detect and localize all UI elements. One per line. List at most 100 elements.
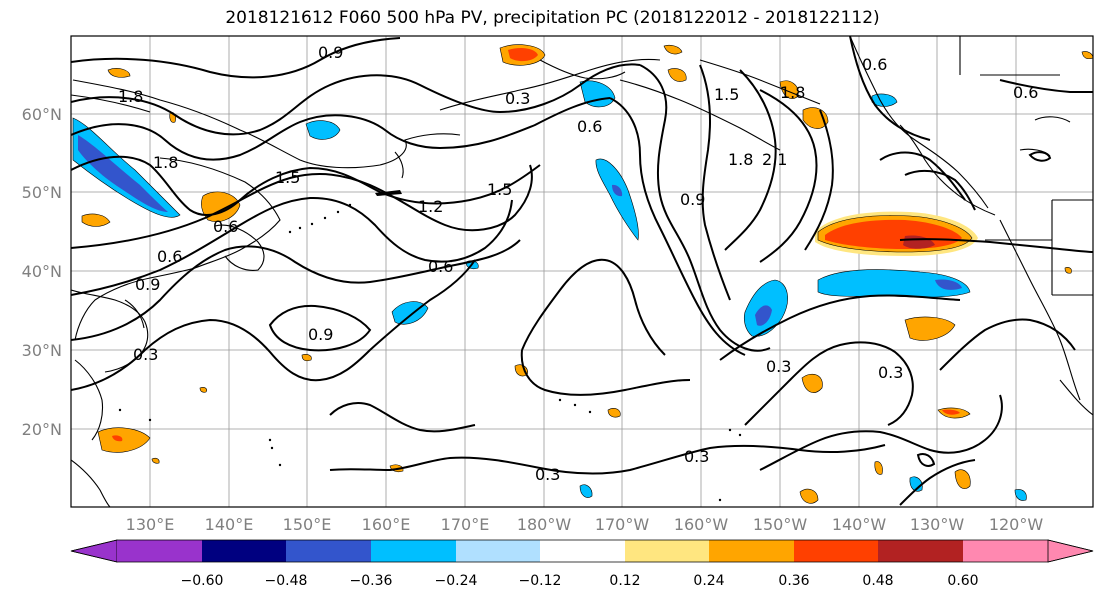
pos-precip-region bbox=[151, 457, 160, 464]
pos-precip-region bbox=[801, 373, 823, 393]
island-dots bbox=[118, 190, 742, 502]
colorbar-ticks: −0.60 −0.48 −0.36 −0.24 −0.12 0.12 0.24 … bbox=[181, 573, 979, 589]
colorbar-tick-label: −0.24 bbox=[435, 573, 478, 589]
contour-label: 0.9 bbox=[308, 325, 333, 344]
contour-label: 0.3 bbox=[133, 345, 158, 364]
neg-precip-region bbox=[579, 484, 593, 498]
colorbar-swatch bbox=[117, 540, 202, 562]
colorbar-tick-label: −0.36 bbox=[350, 573, 393, 589]
contour-label: 0.6 bbox=[428, 257, 453, 276]
contour-label: 0.3 bbox=[535, 465, 560, 484]
pos-precip-region bbox=[802, 107, 829, 129]
neg-precip-region bbox=[612, 184, 623, 197]
colorbar-swatch bbox=[878, 540, 963, 562]
lon-tick-label: 180°W bbox=[517, 515, 572, 534]
contour-label: 1.5 bbox=[487, 180, 512, 199]
contour-label: 0.9 bbox=[318, 43, 343, 62]
lon-tick-label: 150°W bbox=[753, 515, 808, 534]
lon-tick-label: 170°W bbox=[595, 515, 650, 534]
contour-label: 1.5 bbox=[714, 85, 739, 104]
colorbar-swatch bbox=[371, 540, 456, 562]
lon-tick-label: 140°W bbox=[832, 515, 887, 534]
lon-tick-label: 160°E bbox=[362, 515, 411, 534]
pos-precip-region bbox=[799, 488, 819, 504]
contour-label: 1.8 bbox=[780, 83, 805, 102]
colorbar-swatch bbox=[625, 540, 709, 562]
lat-tick-label: 50°N bbox=[22, 183, 62, 202]
pos-precip-region bbox=[81, 213, 111, 227]
pos-precip-region bbox=[1064, 267, 1072, 274]
pos-precip-region bbox=[301, 354, 312, 362]
coastlines bbox=[71, 36, 1093, 507]
contour-label: 0.9 bbox=[680, 190, 705, 209]
pos-precip-region bbox=[1081, 51, 1093, 60]
contour-label: 0.6 bbox=[862, 55, 887, 74]
contour-label: 0.6 bbox=[157, 247, 182, 266]
pos-precip-region bbox=[779, 80, 799, 99]
lat-tick-label: 60°N bbox=[22, 105, 62, 124]
contour-label: 1.8 bbox=[118, 87, 143, 106]
lon-tick-label: 120°W bbox=[989, 515, 1044, 534]
neg-precip-region bbox=[78, 135, 168, 212]
colorbar-tick-label: −0.48 bbox=[265, 573, 308, 589]
contour-label: 0.3 bbox=[878, 363, 903, 382]
lon-axis: 130°E 140°E 150°E 160°E 170°E 180°W 170°… bbox=[126, 515, 1044, 534]
contour-label: 0.9 bbox=[135, 275, 160, 294]
pos-precip-region bbox=[97, 427, 151, 453]
pos-precip-region bbox=[112, 435, 123, 442]
contour-label: 1.8 bbox=[153, 153, 178, 172]
contour-label: 0.6 bbox=[577, 117, 602, 136]
pv-contours bbox=[71, 36, 1093, 506]
pos-precip-region bbox=[199, 387, 207, 393]
neg-precip-region bbox=[579, 80, 616, 108]
lon-tick-label: 130°E bbox=[126, 515, 175, 534]
neg-precip-region bbox=[1014, 489, 1027, 501]
map-frame bbox=[70, 35, 1094, 508]
colorbar-tick-label: 0.36 bbox=[778, 573, 809, 589]
contour-label: 0.3 bbox=[684, 447, 709, 466]
colorbar-extend-high bbox=[1047, 539, 1094, 563]
colorbar-swatch bbox=[794, 540, 878, 562]
neg-precip-region bbox=[305, 120, 341, 140]
contour-label-group: 0.9 1.8 0.3 0.6 1.5 1.2 1.5 1.8 0.6 0.9 … bbox=[118, 43, 1038, 484]
neg-precip-region bbox=[935, 279, 962, 290]
map-gridlines bbox=[71, 36, 1093, 507]
pos-precip-region bbox=[954, 469, 971, 489]
pos-precip-region bbox=[942, 409, 960, 415]
colorbar-swatch bbox=[963, 540, 1048, 562]
colorbar-extend-low bbox=[70, 539, 118, 563]
lon-tick-label: 130°W bbox=[910, 515, 965, 534]
colorbar-tick-label: 0.48 bbox=[862, 573, 893, 589]
colorbar-swatch bbox=[709, 540, 794, 562]
contour-label: 2.1 bbox=[762, 150, 787, 169]
colorbar-swatch bbox=[540, 540, 625, 562]
lat-tick-label: 40°N bbox=[22, 262, 62, 281]
lat-axis: 60°N 50°N 40°N 30°N 20°N bbox=[22, 105, 62, 439]
pos-precip-region bbox=[508, 47, 538, 62]
lat-tick-label: 20°N bbox=[22, 420, 62, 439]
pos-precip-region bbox=[107, 68, 131, 78]
pos-precip-region bbox=[904, 316, 956, 341]
lon-tick-label: 140°E bbox=[205, 515, 254, 534]
contour-label: 1.2 bbox=[418, 197, 443, 216]
colorbar-tick-label: −0.60 bbox=[181, 573, 224, 589]
lon-tick-label: 170°E bbox=[441, 515, 490, 534]
colorbar-swatch bbox=[456, 540, 540, 562]
pos-precip-region bbox=[874, 461, 883, 475]
neg-precip-region bbox=[72, 117, 181, 218]
colorbar-tick-label: 0.24 bbox=[693, 573, 724, 589]
lat-tick-label: 30°N bbox=[22, 341, 62, 360]
neg-precip-region bbox=[595, 158, 639, 241]
neg-precip-region bbox=[755, 305, 772, 326]
lon-tick-label: 150°E bbox=[283, 515, 332, 534]
contour-label: 0.6 bbox=[1013, 83, 1038, 102]
lon-tick-label: 160°W bbox=[674, 515, 729, 534]
contour-label: 0.3 bbox=[505, 89, 530, 108]
colorbar-tick-label: 0.60 bbox=[947, 573, 978, 589]
colorbar-tick-label: 0.12 bbox=[609, 573, 640, 589]
pos-precip-region bbox=[607, 408, 621, 418]
colorbar-swatch bbox=[202, 540, 286, 562]
precipitation-shading bbox=[72, 44, 1093, 504]
pos-precip-region bbox=[663, 44, 683, 55]
